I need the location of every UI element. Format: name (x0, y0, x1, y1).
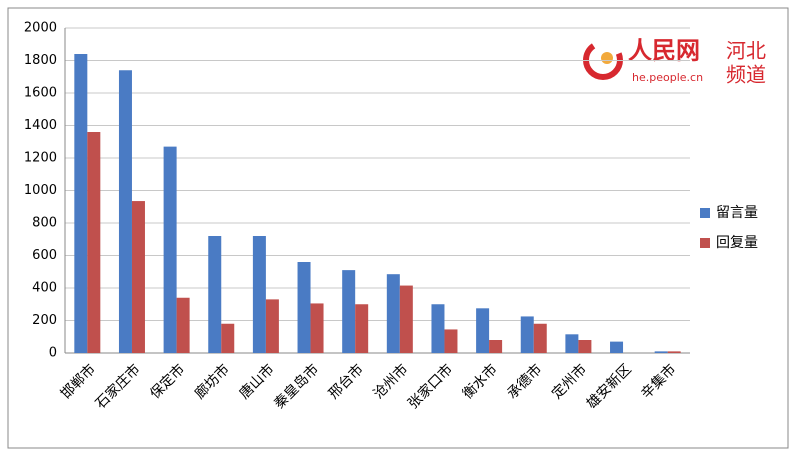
y-tick-label: 1400 (24, 118, 57, 133)
bar (208, 236, 222, 353)
logo-channel: 河北 (726, 39, 766, 63)
bar (163, 146, 177, 353)
legend-label: 回复量 (716, 234, 758, 251)
y-tick-label: 2000 (24, 21, 57, 36)
y-tick-label: 0 (49, 346, 57, 361)
logo-brand: 人民网 (628, 36, 700, 65)
bar (431, 304, 445, 353)
bar (342, 270, 356, 353)
y-tick-label: 800 (32, 216, 57, 231)
bar (565, 334, 579, 353)
y-tick-label: 1600 (24, 86, 57, 101)
logo-channel: 频道 (726, 63, 766, 87)
y-tick-label: 1000 (24, 183, 57, 198)
y-tick-label: 600 (32, 248, 57, 263)
bar (489, 340, 503, 353)
y-tick-label: 400 (32, 281, 57, 296)
bar (399, 285, 413, 353)
legend-label: 留言量 (716, 205, 758, 221)
bar (578, 340, 592, 353)
bar (131, 201, 145, 353)
bar (252, 236, 266, 353)
bar (176, 297, 190, 353)
bar (87, 132, 101, 353)
bar (444, 329, 458, 353)
bar (118, 70, 132, 353)
y-tick-label: 1200 (24, 151, 57, 166)
bar (386, 274, 400, 353)
y-tick-label: 1800 (24, 53, 57, 68)
logo-domain: he.people.cn (632, 71, 703, 84)
bar (297, 262, 311, 353)
bar (610, 341, 624, 353)
y-tick-label: 200 (32, 313, 57, 328)
bar (355, 304, 369, 353)
bar (654, 351, 668, 353)
legend-swatch (700, 208, 710, 218)
bar (667, 351, 681, 353)
bar (310, 303, 324, 353)
bar (476, 308, 490, 353)
bar (520, 316, 534, 353)
bar (265, 299, 279, 353)
logo-icon-dot (601, 52, 613, 64)
bar (74, 54, 88, 353)
bar (533, 323, 547, 353)
bar (221, 323, 235, 353)
legend-swatch (700, 238, 710, 248)
